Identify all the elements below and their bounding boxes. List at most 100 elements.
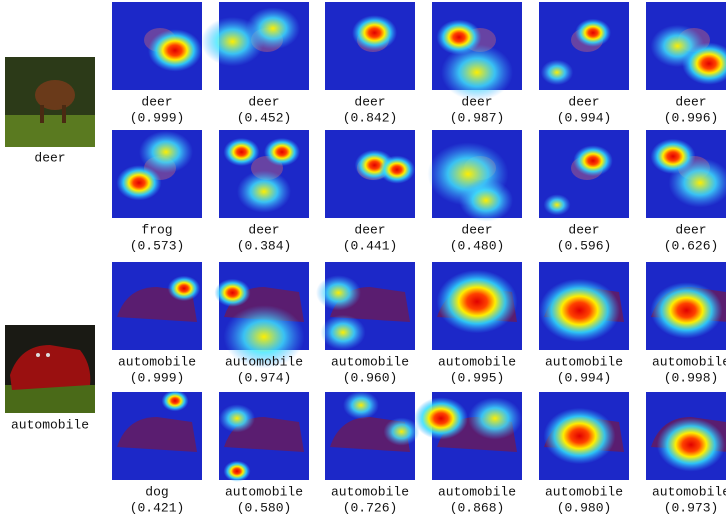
predicted-label: frog xyxy=(141,222,172,237)
heat-blob xyxy=(539,279,620,342)
predicted-label: deer xyxy=(354,222,385,237)
heatmap xyxy=(201,2,309,90)
image-label: deer xyxy=(34,150,65,165)
predicted-label: deer xyxy=(248,222,279,237)
heatmap xyxy=(112,262,202,350)
confidence-score: (0.580) xyxy=(237,500,292,515)
predicted-label: automobile xyxy=(438,484,516,499)
confidence-score: (0.973) xyxy=(664,500,719,515)
heatmap xyxy=(325,2,415,90)
heatmap xyxy=(646,392,726,480)
heatmap xyxy=(215,262,310,368)
predicted-label: deer xyxy=(248,94,279,109)
heat-blob xyxy=(544,408,616,464)
confidence-score: (0.996) xyxy=(664,110,719,125)
heatmap xyxy=(646,130,726,218)
figure: deerdeer(0.999)deer(0.452)deer(0.842)dee… xyxy=(0,0,726,524)
heatmap xyxy=(539,392,629,480)
predicted-label: deer xyxy=(141,94,172,109)
heatmap xyxy=(539,130,629,218)
confidence-score: (0.994) xyxy=(557,370,612,385)
heat-blob xyxy=(139,131,193,173)
heat-blob xyxy=(215,279,251,307)
heat-blob xyxy=(651,282,723,338)
heatmap xyxy=(646,2,726,90)
automobile-original-image xyxy=(5,325,95,413)
confidence-score: (0.999) xyxy=(130,110,185,125)
heat-blob xyxy=(148,29,202,71)
confidence-score: (0.421) xyxy=(130,500,185,515)
heat-blob xyxy=(321,315,366,350)
heatmap xyxy=(432,262,522,350)
heat-blob xyxy=(437,270,518,333)
heatmap xyxy=(112,130,202,218)
heat-blob xyxy=(541,60,573,85)
confidence-score: (0.726) xyxy=(343,500,398,515)
predicted-label: automobile xyxy=(225,484,303,499)
heat-blob xyxy=(224,138,260,166)
predicted-label: automobile xyxy=(652,484,726,499)
confidence-score: (0.480) xyxy=(450,238,505,253)
heat-blob xyxy=(264,138,300,166)
heat-blob xyxy=(459,179,513,221)
confidence-score: (0.998) xyxy=(664,370,719,385)
heatmap xyxy=(219,130,309,218)
confidence-score: (0.452) xyxy=(237,110,292,125)
predicted-label: automobile xyxy=(225,354,303,369)
heat-blob xyxy=(414,397,468,439)
heat-blob xyxy=(224,461,251,482)
predicted-label: dog xyxy=(145,484,168,499)
predicted-label: deer xyxy=(354,94,385,109)
heat-blob xyxy=(219,404,255,432)
predicted-label: deer xyxy=(675,94,706,109)
heatmap xyxy=(316,262,415,350)
confidence-score: (0.960) xyxy=(343,370,398,385)
confidence-score: (0.974) xyxy=(237,370,292,385)
confidence-score: (0.999) xyxy=(130,370,185,385)
predicted-label: automobile xyxy=(331,354,409,369)
heatmap xyxy=(325,130,415,218)
heatmap xyxy=(325,391,420,480)
heat-blob xyxy=(575,19,611,47)
confidence-score: (0.980) xyxy=(557,500,612,515)
heatmap xyxy=(428,130,523,222)
confidence-score: (0.441) xyxy=(343,238,398,253)
heat-blob xyxy=(162,390,189,411)
heat-blob xyxy=(352,15,397,50)
predicted-label: automobile xyxy=(545,354,623,369)
confidence-score: (0.384) xyxy=(237,238,292,253)
heat-blob xyxy=(379,156,415,184)
heat-blob xyxy=(168,276,200,301)
heatmap xyxy=(432,2,522,101)
heat-blob xyxy=(246,7,300,49)
heat-blob xyxy=(544,194,571,215)
confidence-score: (0.626) xyxy=(664,238,719,253)
heatmap xyxy=(112,390,202,480)
image-label: automobile xyxy=(11,417,89,432)
predicted-label: automobile xyxy=(118,354,196,369)
predicted-label: deer xyxy=(675,222,706,237)
heatmap xyxy=(414,392,522,480)
heat-blob xyxy=(343,391,379,419)
predicted-label: automobile xyxy=(438,354,516,369)
heatmap xyxy=(219,392,309,482)
heat-blob xyxy=(573,145,613,176)
heatmap xyxy=(539,262,629,350)
deer-original-image xyxy=(5,57,95,147)
heat-blob xyxy=(441,44,513,100)
heatmap xyxy=(112,2,202,90)
predicted-label: deer xyxy=(461,222,492,237)
predicted-label: automobile xyxy=(545,484,623,499)
confidence-score: (0.994) xyxy=(557,110,612,125)
heat-blob xyxy=(657,418,725,472)
predicted-label: deer xyxy=(461,94,492,109)
heat-blob xyxy=(384,418,420,446)
confidence-score: (0.596) xyxy=(557,238,612,253)
heat-blob xyxy=(316,275,361,310)
predicted-label: deer xyxy=(568,222,599,237)
heatmap xyxy=(539,2,629,90)
heat-blob xyxy=(468,397,522,439)
confidence-score: (0.995) xyxy=(450,370,505,385)
predicted-label: automobile xyxy=(331,484,409,499)
heatmap xyxy=(646,262,726,350)
